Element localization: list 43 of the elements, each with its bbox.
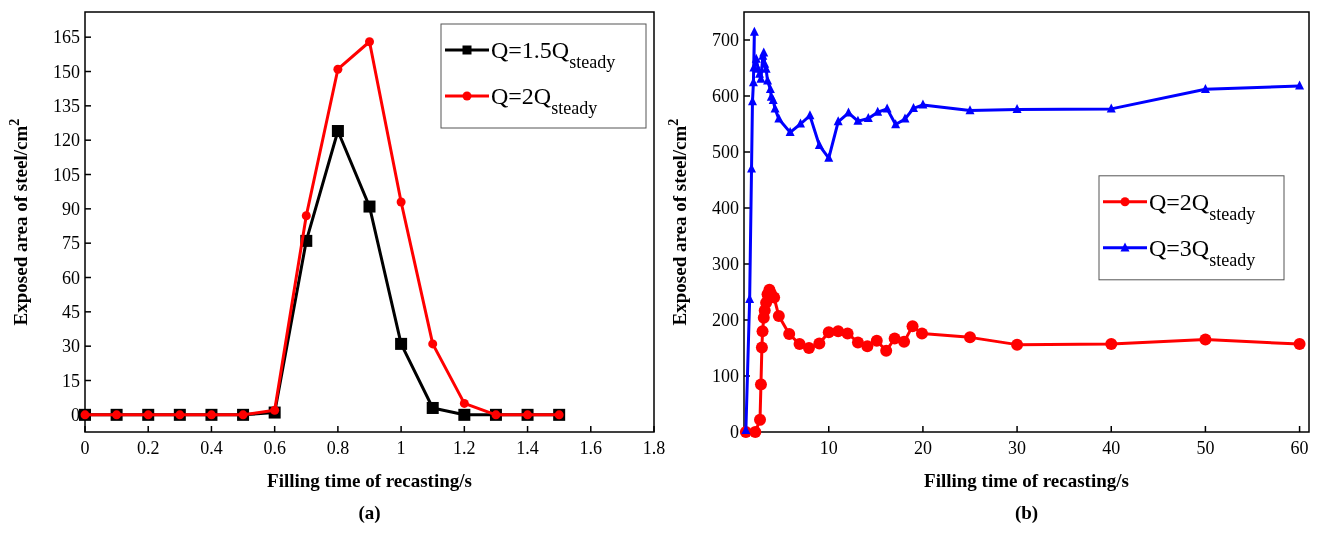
x-tick-label: 20 — [913, 438, 932, 458]
y-tick-label: 90 — [62, 198, 80, 219]
y-tick-label: 150 — [53, 61, 80, 82]
y-tick-label: 200 — [712, 310, 739, 330]
y-tick-label: 100 — [712, 366, 739, 386]
x-tick-label: 0.2 — [136, 438, 160, 458]
x-tick-label: 30 — [1008, 438, 1027, 458]
x-tick-label: 10 — [819, 438, 838, 458]
legend-label: Q=2Q$_{steady}$ — [1149, 188, 1256, 224]
x-tick-label: 1.2 — [453, 438, 476, 458]
y-tick-label: 700 — [712, 30, 739, 50]
x-tick-label: 1.4 — [516, 438, 539, 458]
legend-label: Q=2Q$_{steady}$ — [491, 83, 598, 118]
x-tick-label: 1.8 — [642, 438, 666, 458]
x-tick-label: 60 — [1290, 438, 1309, 458]
y-tick-label: 135 — [53, 95, 80, 116]
x-tick-label: 0.8 — [326, 438, 350, 458]
x-tick-label: 50 — [1196, 438, 1215, 458]
y-tick-label: 60 — [62, 267, 80, 288]
y-tick-label: 45 — [62, 301, 80, 322]
x-axis-title: Filling time of recasting/s — [924, 470, 1129, 491]
y-tick-label: 600 — [712, 86, 739, 106]
y-tick-label: 30 — [62, 336, 80, 357]
x-tick-label: 0.4 — [200, 438, 223, 458]
x-tick-label: 40 — [1102, 438, 1121, 458]
y-tick-label: 0 — [71, 404, 80, 425]
x-axis-title: Filling time of recasting/s — [267, 470, 472, 491]
text: (b) — [1014, 502, 1039, 524]
y-tick-label: 0 — [730, 422, 739, 442]
y-tick-label: 120 — [53, 130, 80, 151]
y-tick-label: 105 — [53, 164, 80, 185]
x-tick-label: 1 — [396, 438, 406, 458]
y-tick-label: 400 — [712, 198, 739, 218]
y-tick-label: 500 — [712, 142, 739, 162]
legend-label: Q=1.5Q$_{steady}$ — [491, 37, 616, 72]
y-tick-label: 75 — [62, 233, 80, 254]
legend-label: Q=3Q$_{steady}$ — [1149, 234, 1256, 270]
y-tick-label: 15 — [62, 370, 80, 391]
x-tick-label: 0.6 — [263, 438, 286, 458]
text: (a) — [358, 502, 381, 524]
y-tick-label: 300 — [712, 254, 739, 274]
x-tick-label: 1.6 — [579, 438, 603, 458]
y-tick-label: 165 — [53, 27, 80, 48]
